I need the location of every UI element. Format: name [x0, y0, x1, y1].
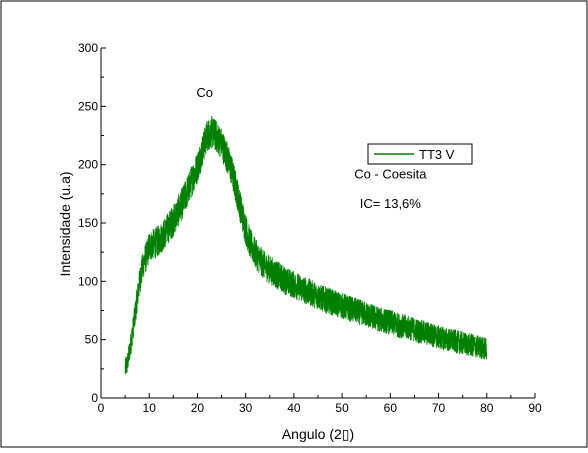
x-tick-label: 20 [191, 401, 205, 415]
legend: TT3 V [367, 143, 473, 165]
y-tick-label: 150 [78, 216, 98, 230]
series-line-tt3-v [124, 115, 488, 375]
y-tick-label: 0 [91, 391, 98, 405]
annotation-text: IC= 13,6% [360, 196, 422, 211]
y-tick-label: 100 [78, 274, 98, 288]
annotation-layer: Co Co - Coesita IC= 13,6% [196, 85, 427, 211]
legend-box [367, 143, 473, 165]
y-tick-label: 50 [85, 333, 99, 347]
legend-entry-tt3-v: TT3 V [419, 147, 455, 162]
x-tick-label: 70 [432, 401, 446, 415]
x-axis-label: Angulo (2▯) [282, 426, 354, 442]
x-tick-label: 50 [335, 401, 349, 415]
x-tick-label: 60 [384, 401, 398, 415]
x-tick-label: 90 [528, 401, 542, 415]
y-axis-label: Intensidade (u.a) [57, 171, 73, 276]
ticks-layer: 0 10 20 30 40 50 60 70 80 90 0 50 100 150 200 250 300 [78, 41, 542, 415]
y-tick-label: 250 [78, 99, 98, 113]
annotation-text: Co - Coesita [354, 167, 427, 182]
y-tick-label: 200 [78, 158, 98, 172]
annotation-text: Co [196, 85, 213, 100]
x-tick-label: 0 [98, 401, 105, 415]
y-tick-label: 300 [78, 41, 98, 55]
x-tick-label: 40 [287, 401, 301, 415]
x-tick-label: 80 [480, 401, 494, 415]
x-tick-label: 30 [239, 401, 253, 415]
x-tick-label: 10 [143, 401, 157, 415]
series-layer [124, 115, 488, 375]
